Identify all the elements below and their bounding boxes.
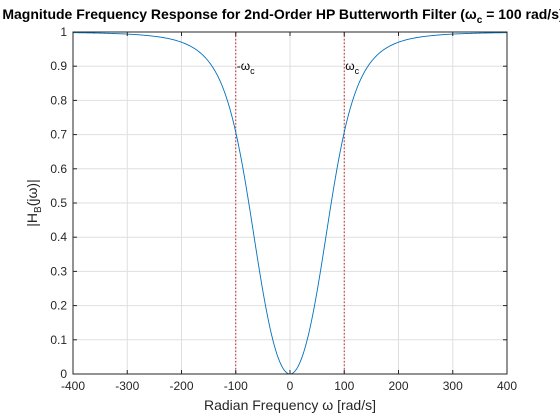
y-tick-label: 0.4: [50, 230, 67, 244]
x-tick-label: -300: [115, 379, 139, 393]
y-tick-label: 1: [60, 25, 67, 39]
y-tick-label: 0.5: [50, 196, 67, 210]
x-tick-label: -400: [61, 379, 85, 393]
y-tick-label: 0.6: [50, 162, 67, 176]
y-tick-label: 0.7: [50, 128, 67, 142]
y-tick-label: 0.3: [50, 264, 67, 278]
y-tick-label: 0: [60, 367, 67, 381]
x-tick-label: 0: [287, 379, 294, 393]
x-axis-label: Radian Frequency ω [rad/s]: [204, 397, 376, 413]
y-tick-label: 0.8: [50, 93, 67, 107]
x-tick-label: 100: [334, 379, 354, 393]
y-tick-label: 0.2: [50, 299, 67, 313]
x-tick-label: 300: [443, 379, 463, 393]
y-tick-label: 0.9: [50, 59, 67, 73]
x-tick-label: 200: [388, 379, 408, 393]
x-tick-label: -100: [224, 379, 248, 393]
y-tick-label: 0.1: [50, 333, 67, 347]
x-tick-label: -200: [169, 379, 193, 393]
x-tick-label: 400: [497, 379, 517, 393]
